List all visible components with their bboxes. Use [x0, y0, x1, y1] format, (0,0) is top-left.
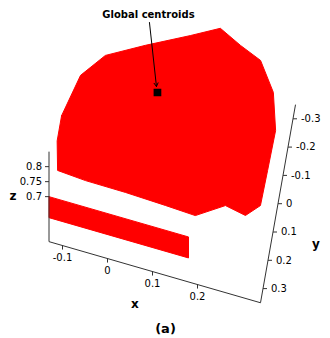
svg-text:-0.3: -0.3: [301, 113, 321, 124]
svg-text:Global centroids: Global centroids: [102, 9, 194, 20]
svg-text:0.7: 0.7: [26, 191, 42, 202]
svg-text:0.1: 0.1: [281, 226, 297, 237]
svg-text:-0.2: -0.2: [296, 141, 316, 152]
svg-text:(a): (a): [155, 321, 176, 336]
svg-text:0.8: 0.8: [26, 161, 42, 172]
svg-text:0: 0: [104, 265, 110, 276]
svg-text:0.2: 0.2: [276, 254, 292, 265]
svg-text:-0.1: -0.1: [291, 170, 311, 181]
svg-text:x: x: [131, 297, 139, 311]
svg-text:0.2: 0.2: [190, 291, 206, 302]
svg-text:z: z: [10, 189, 17, 203]
svg-text:0: 0: [286, 198, 292, 209]
svg-text:y: y: [312, 237, 320, 251]
svg-text:0.75: 0.75: [20, 176, 42, 187]
svg-text:0.1: 0.1: [145, 278, 161, 289]
svg-text:0.3: 0.3: [271, 283, 287, 294]
svg-text:-0.1: -0.1: [53, 252, 73, 263]
